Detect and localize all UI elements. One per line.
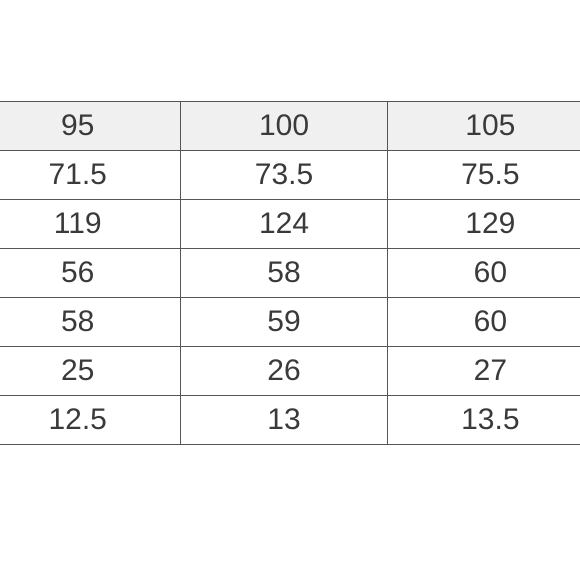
header-cell: 105 — [387, 102, 580, 151]
cell: 75.5 — [387, 151, 580, 200]
size-table: 95 100 105 71.5 73.5 75.5 119 124 129 56… — [0, 101, 580, 445]
header-cell: 100 — [181, 102, 387, 151]
cell: 56 — [0, 249, 181, 298]
table-row: 56 58 60 — [0, 249, 580, 298]
cell: 13.5 — [387, 396, 580, 445]
cell: 119 — [0, 200, 181, 249]
cell: 59 — [181, 298, 387, 347]
cell: 60 — [387, 249, 580, 298]
cell: 71.5 — [0, 151, 181, 200]
cell: 13 — [181, 396, 387, 445]
table-row: 12.5 13 13.5 — [0, 396, 580, 445]
cell: 25 — [0, 347, 181, 396]
cell: 129 — [387, 200, 580, 249]
cell: 58 — [181, 249, 387, 298]
header-cell: 95 — [0, 102, 181, 151]
cell: 124 — [181, 200, 387, 249]
table-header-row: 95 100 105 — [0, 102, 580, 151]
cell: 60 — [387, 298, 580, 347]
table-row: 58 59 60 — [0, 298, 580, 347]
table-row: 25 26 27 — [0, 347, 580, 396]
cell: 12.5 — [0, 396, 181, 445]
cell: 73.5 — [181, 151, 387, 200]
table-row: 71.5 73.5 75.5 — [0, 151, 580, 200]
table-container: 95 100 105 71.5 73.5 75.5 119 124 129 56… — [0, 101, 580, 445]
table-row: 119 124 129 — [0, 200, 580, 249]
cell: 27 — [387, 347, 580, 396]
cell: 26 — [181, 347, 387, 396]
cell: 58 — [0, 298, 181, 347]
